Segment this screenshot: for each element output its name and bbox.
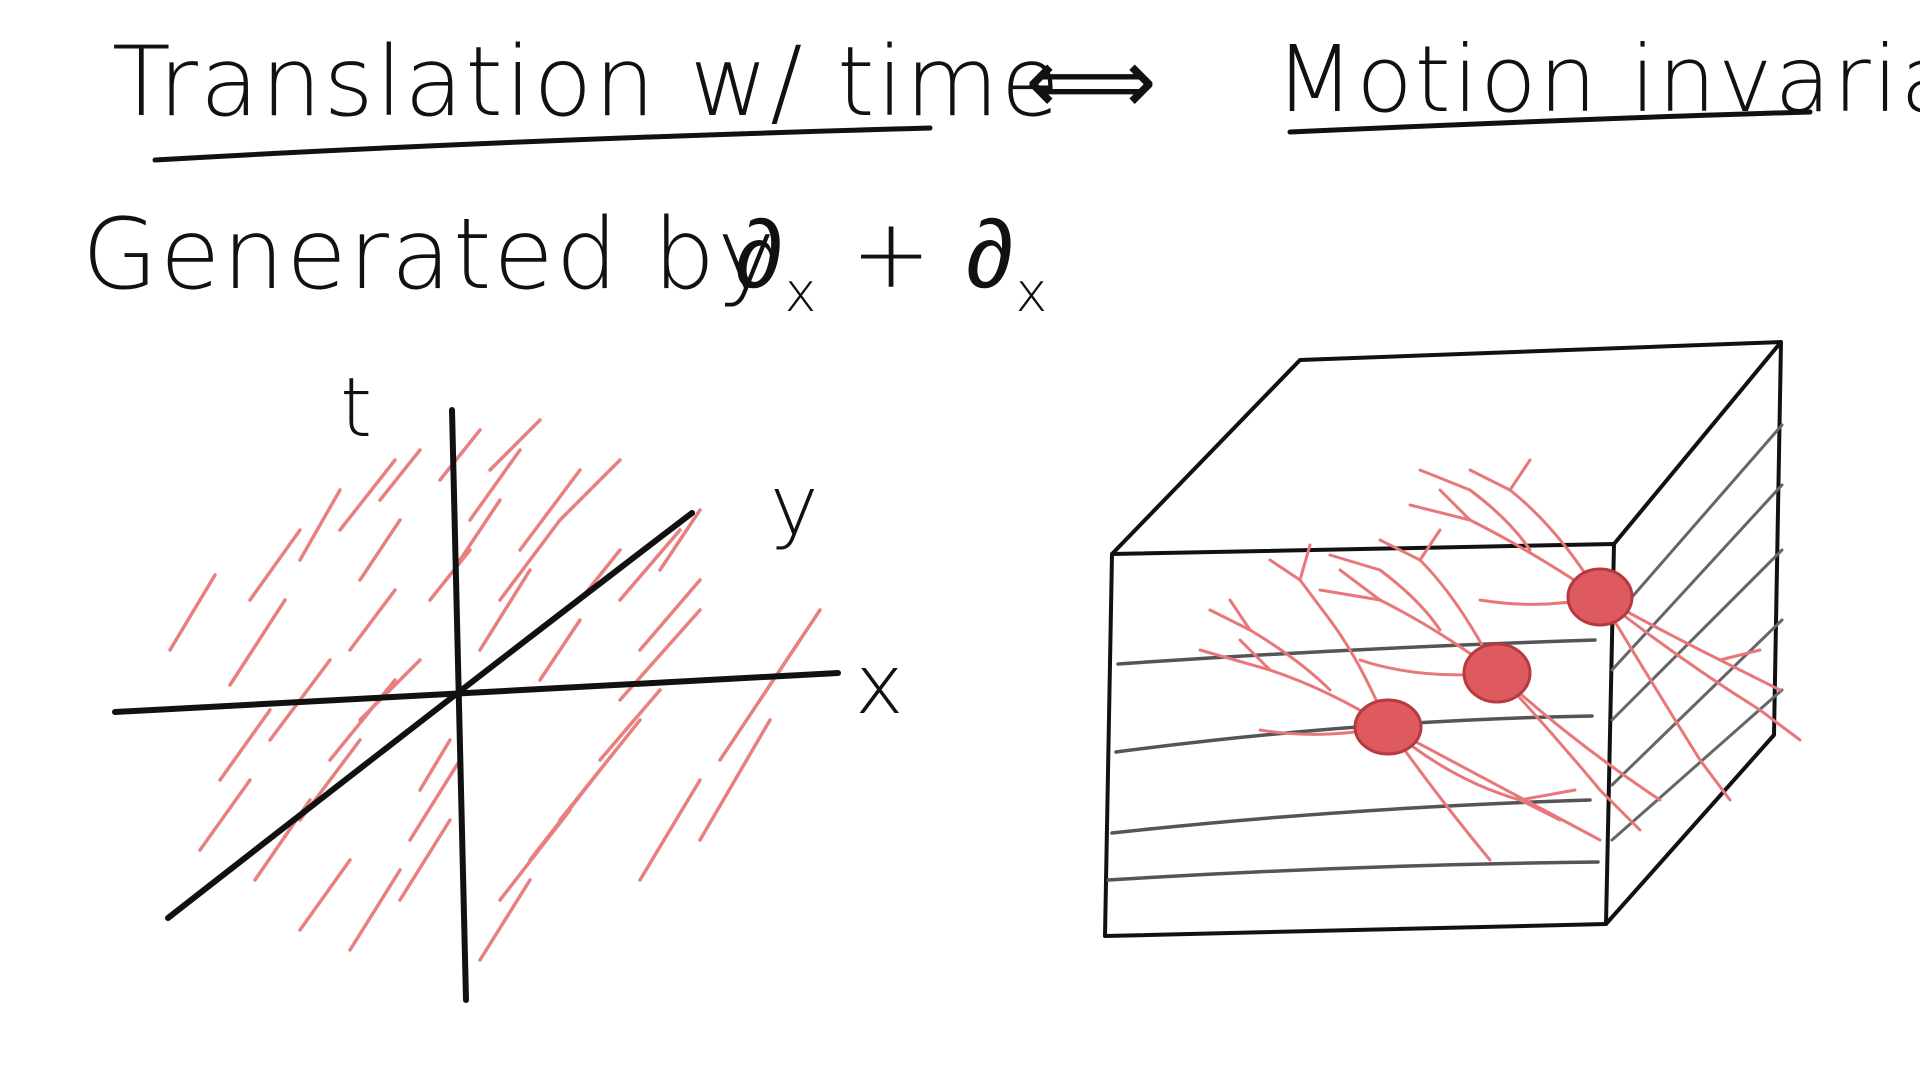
dendrite-19 bbox=[1418, 528, 1442, 562]
hatch-stroke-19 bbox=[478, 878, 532, 962]
hatch-stroke-40 bbox=[618, 528, 682, 602]
double-arrow-icon: ⟺ bbox=[1025, 28, 1159, 135]
neuron-soma-2 bbox=[1462, 642, 1532, 704]
hatch-stroke-41 bbox=[658, 508, 702, 572]
hatch-stroke-26 bbox=[538, 618, 582, 682]
dendrite-12 bbox=[1386, 725, 1602, 842]
hatch-stroke-14 bbox=[298, 858, 352, 932]
hatch-stroke-28 bbox=[498, 518, 562, 602]
partial-subscript: x bbox=[784, 261, 819, 324]
dendrite-28 bbox=[1508, 458, 1532, 492]
hatch-stroke-6 bbox=[358, 518, 402, 582]
underline-left bbox=[152, 125, 933, 163]
hatch-stroke-38 bbox=[428, 548, 472, 602]
dendrite-3 bbox=[1248, 628, 1332, 692]
hatch-stroke-3 bbox=[248, 528, 302, 602]
hatch-stroke-12 bbox=[328, 678, 397, 762]
dendrite-7 bbox=[1268, 558, 1302, 582]
x-axis bbox=[112, 670, 841, 715]
hatch-stroke-43 bbox=[438, 428, 482, 482]
hatch-stroke-16 bbox=[398, 818, 452, 902]
title-motion-invariance: Motion invariance bbox=[1275, 26, 1920, 133]
neuron-soma-1 bbox=[1353, 698, 1423, 756]
dendrite-31 bbox=[1598, 595, 1732, 802]
dendrite-17 bbox=[1328, 553, 1382, 572]
hatch-stroke-35 bbox=[698, 718, 772, 842]
hatch-stroke-34 bbox=[638, 778, 702, 882]
hatch-stroke-5 bbox=[338, 458, 397, 532]
hatch-stroke-23 bbox=[598, 688, 662, 762]
partial-symbol-2: ∂ bbox=[965, 198, 1016, 310]
partial-subscript-2: x bbox=[1015, 261, 1050, 324]
cube-icon bbox=[1103, 340, 1783, 938]
dendrite-32 bbox=[1718, 648, 1762, 662]
hatch-stroke-13 bbox=[358, 658, 422, 722]
dendrite-8 bbox=[1298, 543, 1312, 582]
hatch-stroke-29 bbox=[518, 468, 582, 552]
axis-label-x: x bbox=[855, 638, 904, 733]
dendrite-15 bbox=[1338, 568, 1382, 602]
hatch-stroke-18 bbox=[418, 738, 452, 792]
dendrite-33 bbox=[1758, 708, 1802, 742]
t-axis bbox=[449, 407, 469, 1003]
dendrite-16 bbox=[1378, 568, 1442, 632]
hatch-stroke-30 bbox=[558, 458, 622, 522]
plus-symbol: + bbox=[850, 198, 934, 310]
hatch-stroke-17 bbox=[408, 758, 462, 842]
hatch-stroke-31 bbox=[458, 498, 502, 562]
hatch-stroke-4 bbox=[298, 488, 342, 562]
hatch-stroke-15 bbox=[348, 868, 402, 952]
cube-top-face bbox=[1110, 340, 1783, 556]
hatch-stroke-8 bbox=[218, 708, 272, 782]
dendrite-5 bbox=[1228, 598, 1252, 632]
dendrite-24 bbox=[1438, 488, 1472, 522]
partial-symbol: ∂ bbox=[735, 198, 785, 310]
neuron-soma-3 bbox=[1566, 567, 1634, 627]
dendrite-25 bbox=[1468, 488, 1532, 552]
dendrite-26 bbox=[1418, 468, 1472, 492]
hatch-stroke-33 bbox=[488, 418, 542, 472]
dendrite-4 bbox=[1208, 608, 1252, 632]
axis-label-y: y bbox=[770, 459, 819, 554]
spacetime-axes-icon bbox=[112, 407, 841, 1003]
y-axis bbox=[165, 510, 695, 921]
generator-expression: ∂x + ∂x bbox=[735, 206, 1049, 320]
hatch-stroke-25 bbox=[638, 578, 702, 652]
title-translation: Translation w/ time bbox=[112, 26, 1062, 138]
hatch-stroke-22 bbox=[558, 718, 642, 822]
hatch-stroke-37 bbox=[758, 608, 822, 702]
hatch-lines bbox=[168, 418, 822, 962]
hatch-stroke-39 bbox=[348, 588, 397, 652]
dendrite-13 bbox=[1518, 798, 1562, 822]
hatch-stroke-44 bbox=[378, 448, 422, 502]
hatch-stroke-2 bbox=[228, 598, 287, 687]
dendrite-2 bbox=[1238, 638, 1272, 672]
neuron-somas bbox=[1353, 567, 1634, 756]
hatch-stroke-27 bbox=[478, 568, 532, 652]
hatch-stroke-9 bbox=[198, 778, 252, 852]
cube-right-edge bbox=[1604, 341, 1783, 926]
axis-label-t: t bbox=[340, 361, 373, 456]
hatch-stroke-1 bbox=[168, 573, 217, 652]
hatch-stroke-32 bbox=[468, 448, 522, 522]
subtitle-generated-by: Generated by bbox=[82, 198, 778, 312]
underline-right bbox=[1287, 109, 1813, 135]
side-layer-lines bbox=[1610, 423, 1784, 842]
